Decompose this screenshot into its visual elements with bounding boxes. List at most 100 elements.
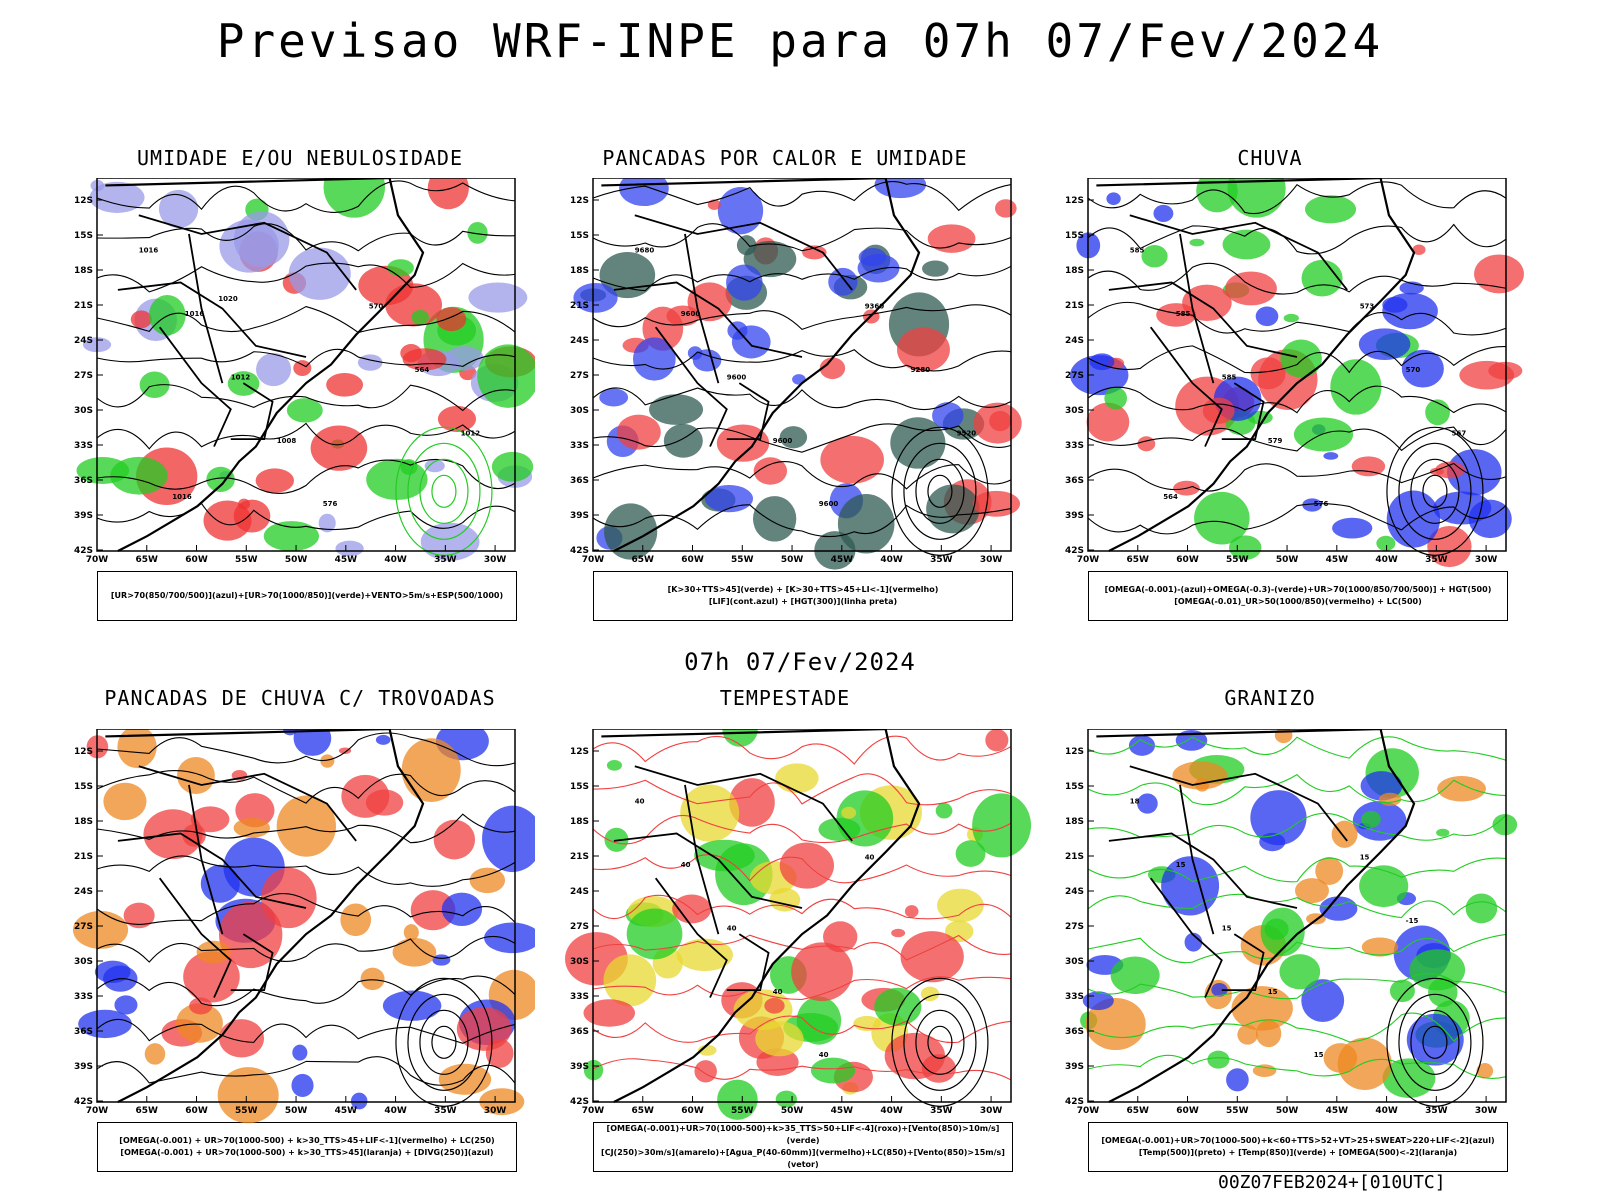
field-blob xyxy=(392,938,437,967)
field-blob xyxy=(764,997,785,1014)
map-frame xyxy=(592,178,1012,552)
contour-value-label: 1012 xyxy=(231,373,251,381)
field-blob xyxy=(1301,259,1343,297)
coastline xyxy=(105,729,425,1103)
contour-line xyxy=(1087,812,1507,841)
field-blob xyxy=(791,942,853,1002)
field-blob xyxy=(484,922,535,954)
field-blob xyxy=(485,1038,514,1068)
contour-value-label: 579 xyxy=(1268,437,1283,445)
contour-value-label: 15 xyxy=(1314,1051,1324,1059)
lat-label: 33S xyxy=(74,441,93,451)
legend-line: [Temp(500)](preto) + [Temp(850)](verde) … xyxy=(1138,1148,1458,1157)
lat-label: 12S xyxy=(1065,747,1084,757)
contour-line xyxy=(1087,345,1507,374)
lat-label: 24S xyxy=(570,336,589,346)
lat-label: 12S xyxy=(570,196,589,206)
field-blob xyxy=(775,763,819,794)
field-blob xyxy=(897,327,950,372)
map-frame xyxy=(96,178,516,552)
legend-box: [OMEGA(-0.001)+UR>70(1000-500)+k>35_TTS>… xyxy=(593,1122,1013,1172)
field-blob xyxy=(1225,271,1277,306)
field-blob xyxy=(144,1043,166,1065)
lon-label: 60W xyxy=(185,1106,208,1116)
legend-line: [OMEGA(-0.001)-(azul)+OMEGA(-0.3)-(verde… xyxy=(1104,585,1492,594)
contour-line xyxy=(96,384,516,412)
field-blob xyxy=(752,496,797,542)
panel-title: CHUVA xyxy=(1237,146,1303,170)
country-border xyxy=(726,933,770,992)
contour-line xyxy=(592,423,1012,453)
lat-label: 30S xyxy=(74,406,93,416)
contour-value-label: 1016 xyxy=(172,493,192,501)
field-blob xyxy=(1476,1063,1494,1079)
field-blob xyxy=(1323,452,1339,460)
field-blob xyxy=(1428,977,1458,1008)
country-border xyxy=(158,326,232,447)
field-blob xyxy=(217,1067,279,1124)
contour-line xyxy=(1087,503,1507,535)
coastline xyxy=(601,178,921,552)
field-blob xyxy=(604,503,658,560)
field-blob xyxy=(1361,810,1381,828)
country-border xyxy=(726,382,770,441)
lat-label: 24S xyxy=(74,336,93,346)
field-blob xyxy=(437,405,477,432)
lat-label: 36S xyxy=(74,1027,93,1037)
legend-line: [UR>70(850/700/500)](azul)+[UR>70(1000/8… xyxy=(110,591,504,600)
legend-box: [OMEGA(-0.001)-(azul)+OMEGA(-0.3)-(verde… xyxy=(1088,571,1508,621)
lon-label: 30W xyxy=(1475,555,1498,565)
lat-label: 18S xyxy=(1065,817,1084,827)
contour-value-label: 570 xyxy=(369,303,384,311)
contour-line xyxy=(96,223,516,252)
contour-value-label: 40 xyxy=(819,1051,829,1059)
field-blob xyxy=(726,264,763,301)
contour-line xyxy=(96,936,516,963)
contour-value-label: 18 xyxy=(1130,798,1140,806)
field-blob xyxy=(717,1079,758,1120)
field-blob xyxy=(1110,956,1160,995)
lat-label: 27S xyxy=(74,371,93,381)
field-blob xyxy=(891,928,906,938)
contour-value-label: -15 xyxy=(1406,917,1419,925)
contour-value-label: 40 xyxy=(635,798,645,806)
field-blob xyxy=(649,394,704,425)
field-blob xyxy=(1389,979,1415,1003)
lat-label: 39S xyxy=(570,511,589,521)
country-border xyxy=(654,877,728,998)
lat-label: 18S xyxy=(74,266,93,276)
country-border xyxy=(1149,877,1223,998)
lon-label: 35W xyxy=(1425,555,1448,565)
lat-label: 30S xyxy=(1065,406,1084,416)
country-border xyxy=(634,214,853,291)
field-blob xyxy=(482,805,535,873)
field-blob xyxy=(78,1009,132,1039)
lat-label: 39S xyxy=(1065,1062,1084,1072)
country-border xyxy=(1108,281,1298,358)
field-blob xyxy=(1182,284,1232,322)
field-blob xyxy=(291,1073,314,1098)
field-blob xyxy=(819,357,846,380)
contour-value-label: 564 xyxy=(415,366,430,374)
field-blob xyxy=(293,360,312,376)
map-frame xyxy=(96,729,516,1103)
field-blob xyxy=(411,310,429,325)
country-border xyxy=(1221,382,1265,441)
lat-label: 12S xyxy=(1065,196,1084,206)
lon-label: 50W xyxy=(1276,1106,1299,1116)
lon-label: 70W xyxy=(86,555,109,565)
lon-label: 65W xyxy=(632,555,655,565)
field-blob xyxy=(1161,856,1220,916)
field-blob xyxy=(1104,387,1127,410)
lat-label: 36S xyxy=(570,1027,589,1037)
lat-label: 12S xyxy=(570,747,589,757)
field-blob xyxy=(836,790,894,847)
country-border xyxy=(684,784,720,935)
contour-value-label: 15 xyxy=(1176,861,1186,869)
lon-label: 50W xyxy=(285,555,308,565)
contour-line xyxy=(592,181,1012,212)
contour-line xyxy=(1087,857,1507,883)
contour-line xyxy=(96,975,516,1007)
lon-label: 45W xyxy=(831,555,854,565)
field-blob xyxy=(350,1092,368,1110)
